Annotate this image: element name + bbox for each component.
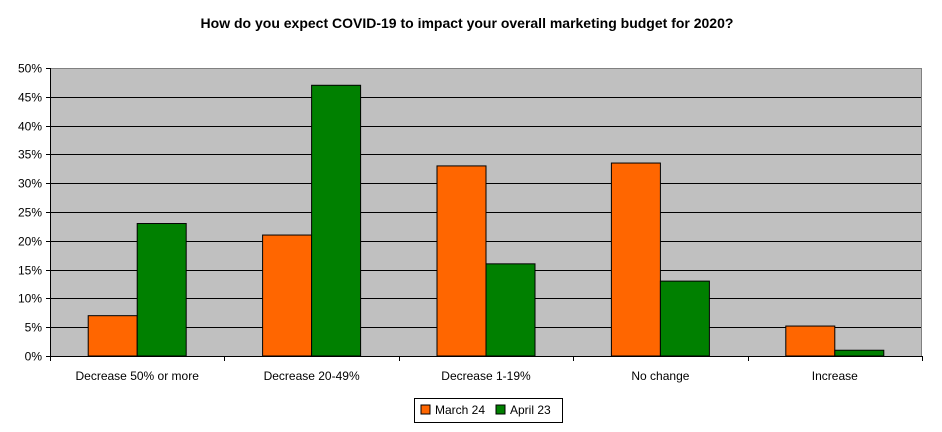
- y-tick-label: 30%: [18, 177, 42, 191]
- x-tick-label: Increase: [812, 369, 858, 383]
- axes: [50, 68, 922, 357]
- y-tick-label: 0%: [25, 350, 43, 364]
- legend-swatch: [495, 404, 506, 415]
- bar: [262, 234, 313, 357]
- y-axis-ticks: 0% 5% 10% 15% 20% 25% 30% 35% 40% 45% 50%: [18, 62, 50, 364]
- legend-swatch: [420, 404, 431, 415]
- bar: [834, 349, 885, 357]
- x-tick-label: Decrease 1-19%: [441, 369, 531, 383]
- x-tick-label: Decrease 50% or more: [76, 369, 200, 383]
- legend-label: April 23: [510, 403, 551, 417]
- y-tick-label: 40%: [18, 120, 42, 134]
- bar: [436, 165, 487, 357]
- bar: [659, 280, 710, 357]
- x-axis-ticks: Decrease 50% or more Decrease 20-49% Decre…: [50, 356, 923, 383]
- bar: [311, 84, 362, 357]
- bar: [87, 315, 138, 357]
- y-tick-label: 20%: [18, 235, 42, 249]
- y-tick-label: 10%: [18, 292, 42, 306]
- y-tick-label: 35%: [18, 148, 42, 162]
- x-tick-label: Decrease 20-49%: [264, 369, 360, 383]
- bar: [136, 223, 187, 357]
- y-tick-label: 50%: [18, 62, 42, 76]
- bar: [485, 263, 536, 357]
- y-tick-label: 15%: [18, 264, 42, 278]
- legend-label: March 24: [435, 403, 485, 417]
- bar: [610, 162, 661, 357]
- x-tick-label: No change: [631, 369, 689, 383]
- legend: March 24 April 23: [414, 398, 563, 423]
- bar: [785, 325, 836, 357]
- y-tick-label: 25%: [18, 206, 42, 220]
- y-tick-label: 5%: [25, 321, 43, 335]
- bars: [87, 84, 885, 357]
- legend-box: [414, 398, 563, 423]
- chart-title: How do you expect COVID-19 to impact you…: [201, 15, 734, 31]
- y-tick-label: 45%: [18, 91, 42, 105]
